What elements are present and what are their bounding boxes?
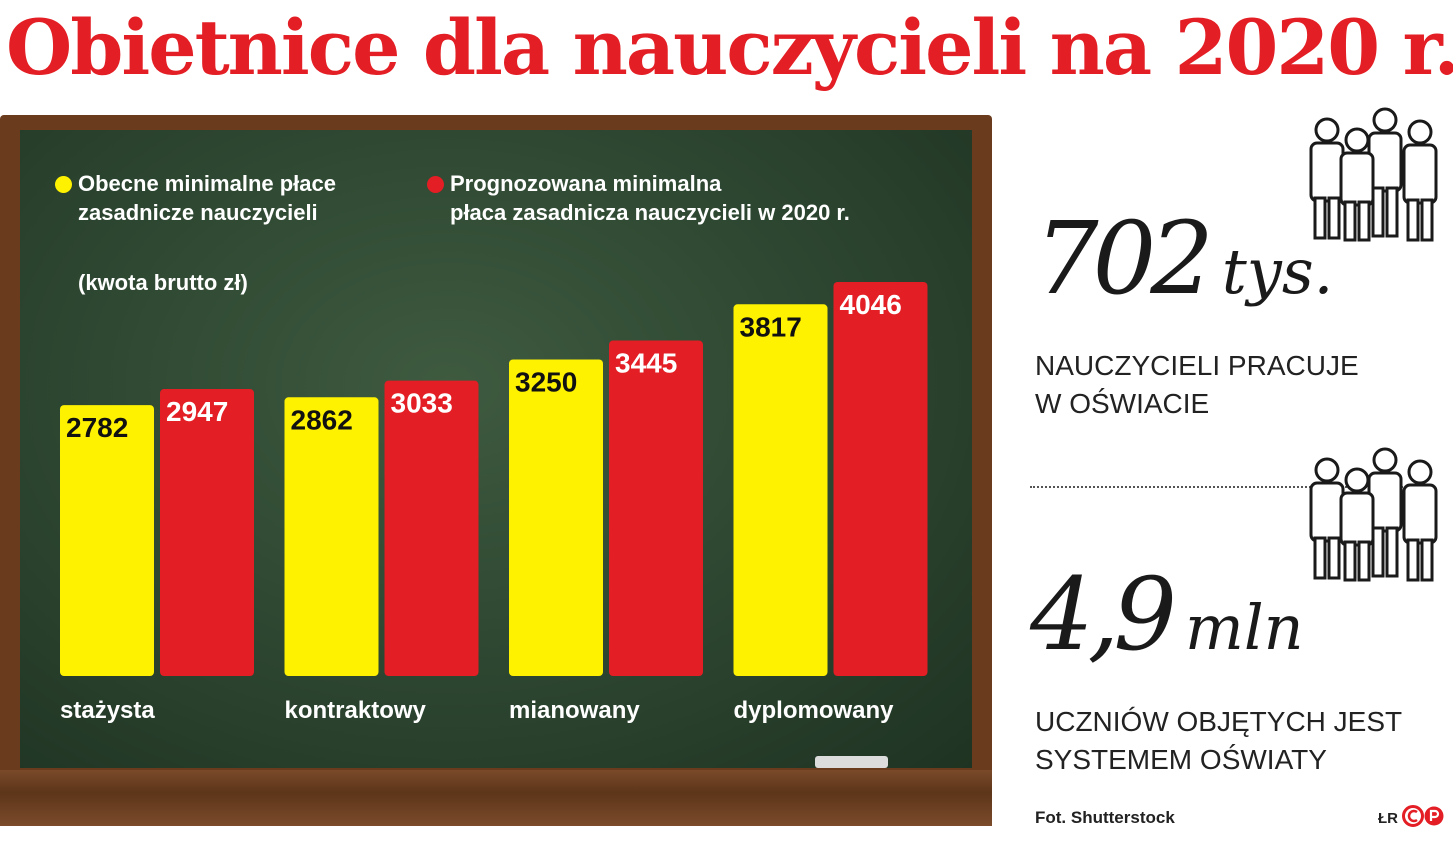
category-label-2: mianowany — [509, 697, 640, 724]
stat-students-number: 4,9 — [1030, 556, 1177, 673]
unit-note: (kwota brutto zł) — [78, 270, 248, 295]
legend-label-current: Obecne minimalne płace zasadnicze nauczy… — [78, 171, 336, 225]
category-label-1: kontraktowy — [285, 697, 427, 724]
bar-forecast-3 — [833, 282, 928, 676]
stat-students: 4,9 mln — [1030, 556, 1304, 673]
page-title: Obietnice dla nauczycieli na 2020 r. — [6, 3, 1453, 92]
people-group-icon — [1309, 447, 1438, 582]
category-label-3: dyplomowany — [734, 697, 895, 724]
data-label-forecast-1: 3033 — [391, 388, 453, 419]
stat-teachers-number: 702 — [1035, 200, 1214, 317]
bar-current-0 — [60, 405, 154, 676]
stat-teachers: 702 tys. — [1035, 200, 1333, 317]
stat-students-unit: mln — [1185, 591, 1304, 664]
data-label-current-2: 3250 — [515, 367, 577, 398]
category-label-0: stażysta — [60, 697, 155, 724]
people-group-icon — [1309, 107, 1438, 242]
data-label-forecast-3: 4046 — [840, 289, 902, 320]
publisher-logo — [1402, 805, 1444, 827]
data-label-forecast-0: 2947 — [166, 396, 228, 427]
bar-forecast-0 — [160, 389, 254, 676]
bar-chart: 2782 2947 stażysta 2862 3033 kontraktowy 3250 3… — [60, 282, 928, 724]
data-label-current-0: 2782 — [66, 412, 128, 443]
legend-dot-current — [55, 176, 72, 193]
stat-teachers-unit: tys. — [1221, 235, 1334, 308]
stat-teachers-caption: NAUCZYCIELI PRACUJE W OŚWIACIE — [1035, 350, 1359, 419]
legend-label-forecast: Prognozowana minimalna płaca zasadnicza … — [450, 171, 850, 225]
divider — [1030, 486, 1410, 488]
bar-forecast-1 — [384, 380, 479, 676]
photo-credit: Fot. Shutterstock — [1035, 808, 1175, 827]
author-initials: ŁR — [1378, 810, 1398, 827]
bar-current-3 — [733, 304, 828, 676]
data-label-current-3: 3817 — [740, 311, 802, 342]
blackboard-tray — [0, 770, 992, 826]
bar-forecast-2 — [609, 340, 703, 676]
bar-current-2 — [509, 359, 603, 676]
data-label-forecast-2: 3445 — [615, 348, 677, 379]
bar-current-1 — [284, 397, 379, 676]
chalk-piece — [815, 756, 888, 768]
data-label-current-1: 2862 — [291, 404, 353, 435]
stat-students-caption: UCZNIÓW OBJĘTYCH JEST SYSTEMEM OŚWIATY — [1035, 706, 1403, 775]
legend-dot-forecast — [427, 176, 444, 193]
